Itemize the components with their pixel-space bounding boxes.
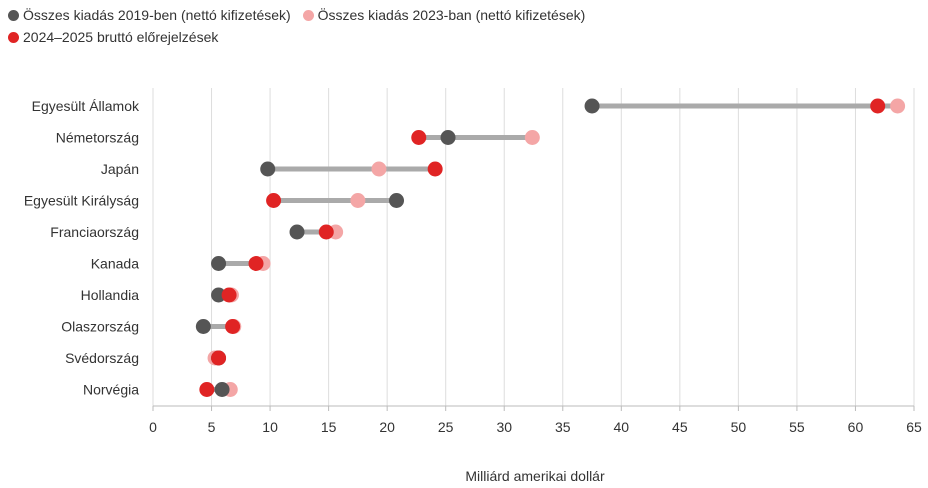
category-label-nemetorszag: Németország xyxy=(56,130,139,146)
x-tick-label-65: 65 xyxy=(906,419,922,435)
x-tick-label-10: 10 xyxy=(262,419,278,435)
x-tick-label-50: 50 xyxy=(731,419,747,435)
x-tick-label-0: 0 xyxy=(149,419,157,435)
point-2019-hollandia xyxy=(211,287,227,303)
point-forecast-hollandia xyxy=(221,287,237,303)
category-label-norvegia: Norvégia xyxy=(83,382,139,398)
point-forecast-egyesult-kiralysag xyxy=(266,193,282,208)
point-2019-nemetorszag xyxy=(440,130,456,145)
category-label-egyesult-allamok: Egyesült Államok xyxy=(32,98,140,114)
point-2019-kanada xyxy=(211,256,227,271)
x-tick-label-60: 60 xyxy=(848,419,864,435)
point-forecast-kanada xyxy=(248,256,264,271)
point-forecast-svedorszag xyxy=(211,350,227,366)
legend-label-2019: Összes kiadás 2019-ben (nettó kifizetése… xyxy=(23,7,291,23)
x-tick-label-55: 55 xyxy=(789,419,805,435)
legend-item-forecast: 2024–2025 bruttó előrejelzések xyxy=(8,26,218,48)
point-forecast-nemetorszag xyxy=(411,130,427,145)
point-2023-egyesult-kiralysag xyxy=(350,193,366,208)
x-tick-label-40: 40 xyxy=(614,419,630,435)
point-forecast-egyesult-allamok xyxy=(870,98,886,114)
point-2019-olaszorszag xyxy=(195,319,211,334)
legend: Összes kiadás 2019-ben (nettó kifizetése… xyxy=(8,4,908,48)
legend-item-2023: Összes kiadás 2023-ban (nettó kifizetése… xyxy=(302,4,586,26)
point-2023-nemetorszag xyxy=(524,130,540,145)
x-tick-label-35: 35 xyxy=(555,419,571,435)
point-2019-egyesult-kiralysag xyxy=(389,193,405,208)
point-2019-japan xyxy=(260,161,276,177)
point-2019-franciaorszag xyxy=(289,224,305,240)
x-axis-title: Milliárd amerikai dollár xyxy=(465,468,605,484)
point-2019-egyesult-allamok xyxy=(584,98,600,114)
x-tick-label-30: 30 xyxy=(496,419,512,435)
x-tick-label-5: 5 xyxy=(208,419,216,435)
point-2019-norvegia xyxy=(214,382,230,397)
point-forecast-olaszorszag xyxy=(225,319,241,334)
legend-swatch-2023 xyxy=(302,10,314,21)
x-tick-label-45: 45 xyxy=(672,419,688,435)
legend-item-2019: Összes kiadás 2019-ben (nettó kifizetése… xyxy=(8,4,291,26)
category-label-egyesult-kiralysag: Egyesült Királyság xyxy=(24,193,139,209)
x-tick-label-25: 25 xyxy=(438,419,454,435)
legend-label-2023: Összes kiadás 2023-ban (nettó kifizetése… xyxy=(317,7,586,23)
category-label-japan: Japán xyxy=(101,161,139,177)
category-label-kanada: Kanada xyxy=(91,256,139,272)
category-label-olaszorszag: Olaszország xyxy=(61,319,139,335)
category-label-hollandia: Hollandia xyxy=(81,287,140,303)
x-tick-label-20: 20 xyxy=(379,419,395,435)
legend-label-forecast: 2024–2025 bruttó előrejelzések xyxy=(23,29,219,45)
point-forecast-norvegia xyxy=(199,382,215,397)
point-2023-japan xyxy=(371,161,387,177)
legend-swatch-2019 xyxy=(8,10,19,21)
category-label-franciaorszag: Franciaország xyxy=(50,224,139,240)
x-tick-label-15: 15 xyxy=(321,419,337,435)
category-label-svedorszag: Svédország xyxy=(65,350,139,366)
point-forecast-japan xyxy=(427,161,443,177)
point-2023-egyesult-allamok xyxy=(890,98,906,114)
point-forecast-franciaorszag xyxy=(318,224,334,240)
legend-swatch-forecast xyxy=(8,32,19,43)
